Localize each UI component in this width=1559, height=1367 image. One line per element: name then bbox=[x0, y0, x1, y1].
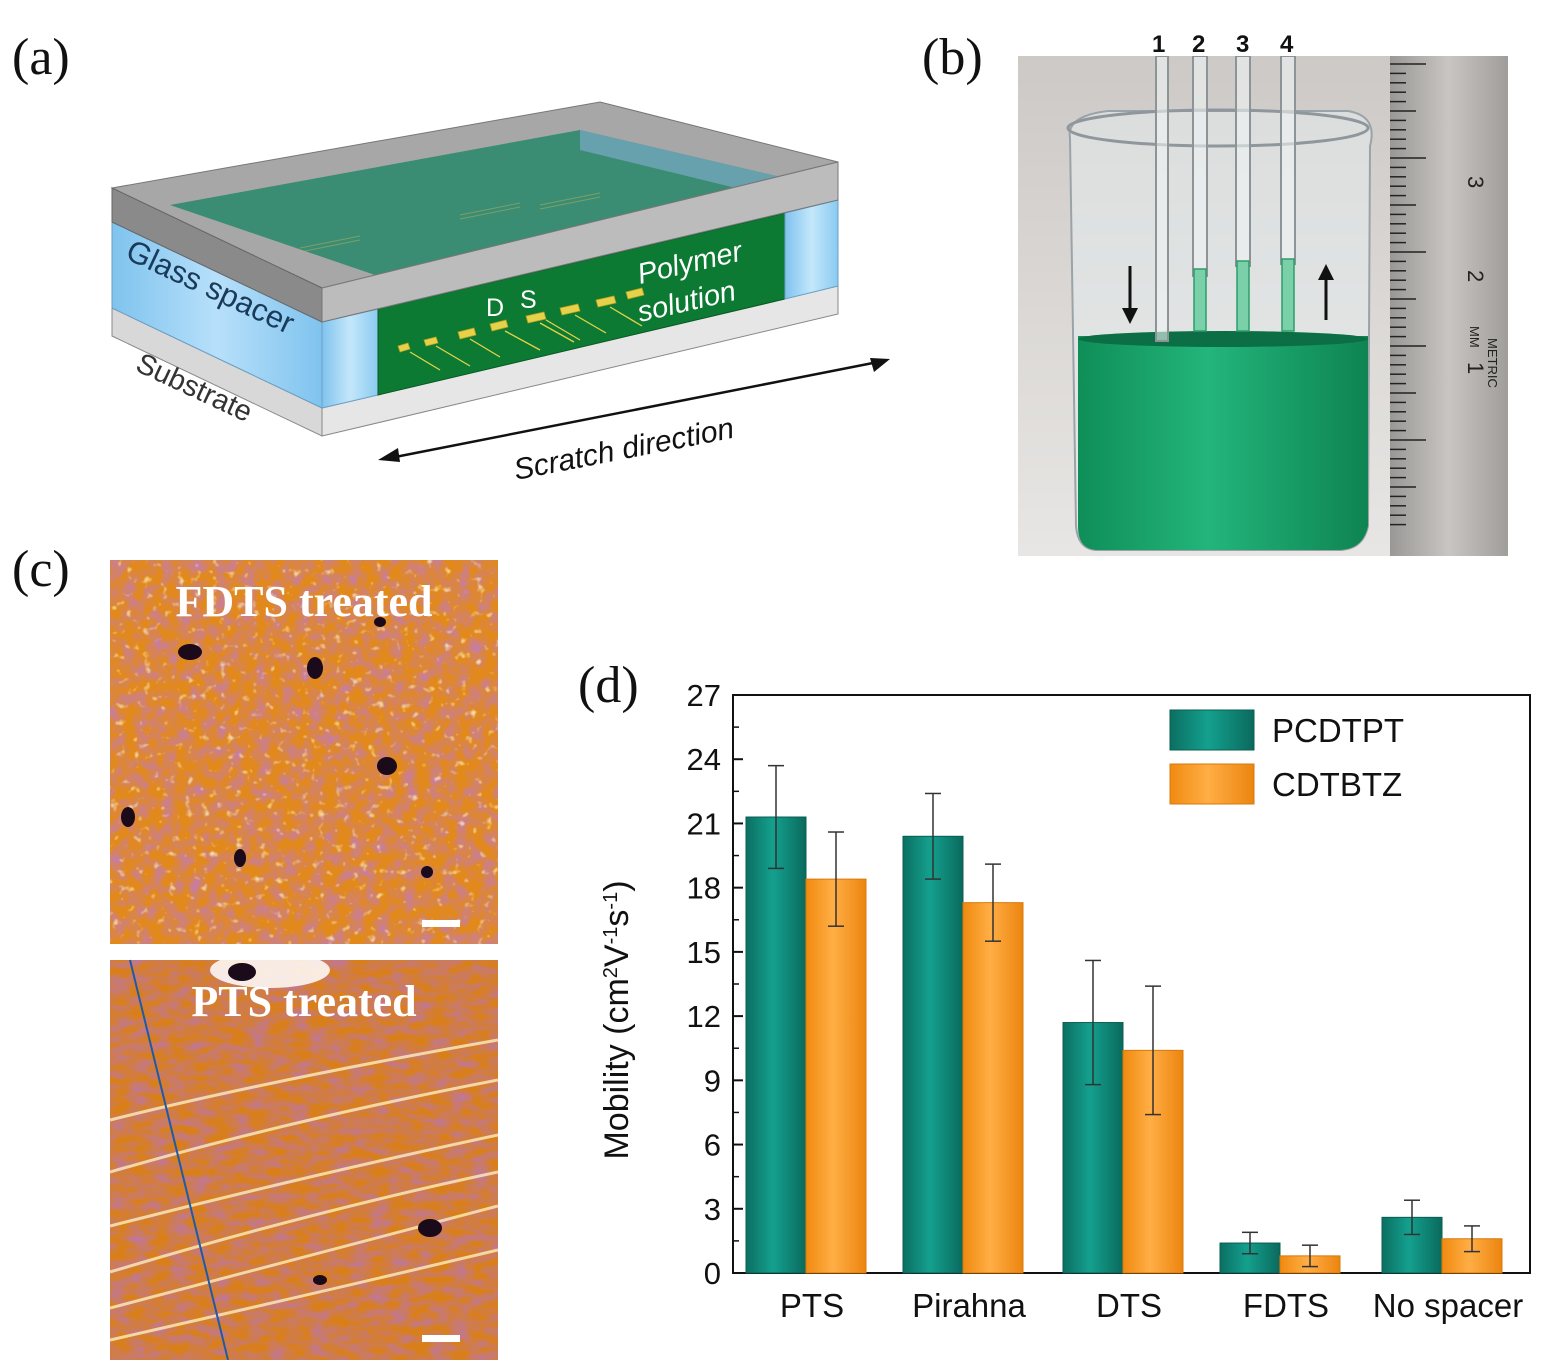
tube-number-4: 4 bbox=[1280, 31, 1294, 58]
panel-a-label: (a) bbox=[12, 29, 70, 86]
green-solution bbox=[1078, 336, 1368, 550]
y-tick-label: 21 bbox=[687, 806, 721, 841]
y-tick-label: 12 bbox=[687, 999, 721, 1034]
ruler-label-1: 1 bbox=[1463, 362, 1488, 374]
legend-swatch-cdtbtz bbox=[1169, 763, 1255, 805]
x-tick-label: Pirahna bbox=[912, 1287, 1026, 1324]
y-axis-label: Mobility (cm2V-1s-1) bbox=[598, 880, 636, 1159]
up-arrow-icon bbox=[1318, 264, 1334, 320]
y-tick-label: 27 bbox=[687, 678, 721, 713]
capillary-tubes bbox=[1155, 56, 1296, 342]
metric-ruler bbox=[1390, 56, 1508, 556]
panel-d-label: (d) bbox=[578, 657, 639, 714]
ylabel-base: Mobility (cm bbox=[598, 978, 636, 1159]
glass-spacer-right-a bbox=[321, 308, 379, 409]
tube-number-row: 1 2 3 4 bbox=[1152, 31, 1294, 58]
afm-image-pts: PTS treated bbox=[110, 952, 498, 1360]
frame-right-lip bbox=[321, 161, 839, 323]
ruler-mm-label: MM bbox=[1467, 326, 1482, 348]
ylabel-sup1: 2 bbox=[600, 967, 622, 978]
ruler-label-3: 3 bbox=[1463, 176, 1488, 188]
pts-caption: PTS treated bbox=[191, 977, 416, 1026]
panel-d-chart: (d) Mobility (cm2V-1s-1) 036912151821242… bbox=[578, 657, 1531, 1324]
scratch-arrow bbox=[389, 360, 879, 460]
tube-number-1: 1 bbox=[1152, 31, 1165, 58]
tube-number-3: 3 bbox=[1236, 31, 1249, 58]
bar-cdtbtz-pirahna bbox=[962, 902, 1024, 1274]
scale-bar-top bbox=[422, 920, 460, 927]
beaker-rim bbox=[1066, 108, 1370, 148]
ylabel-mid1: V bbox=[598, 944, 636, 967]
x-tick-label: No spacer bbox=[1373, 1287, 1523, 1324]
x-tick-label: DTS bbox=[1096, 1287, 1162, 1324]
ylabel-sup2: -1 bbox=[600, 927, 622, 945]
scratch-arrowhead-left bbox=[378, 448, 400, 462]
source-drain-electrodes bbox=[397, 287, 645, 371]
tube-number-2: 2 bbox=[1192, 31, 1205, 58]
scratch-arrowhead-right bbox=[870, 358, 890, 372]
ruler-tick-marks bbox=[1390, 63, 1426, 526]
ruler-metric-label: METRIC bbox=[1485, 338, 1500, 388]
y-tick-label: 3 bbox=[704, 1192, 721, 1227]
y-tick-label: 18 bbox=[687, 871, 721, 906]
glass-spacer-right-b bbox=[784, 199, 839, 300]
channel-back-wall bbox=[580, 130, 785, 200]
y-tick-label: 0 bbox=[704, 1256, 721, 1291]
drain-label: D bbox=[486, 294, 504, 322]
electrodes-faint bbox=[299, 192, 601, 253]
panel-b-label: (b) bbox=[922, 29, 983, 86]
source-label: S bbox=[520, 286, 537, 314]
bar-cdtbtz-pts bbox=[805, 878, 867, 1274]
panel-c-label: (c) bbox=[12, 541, 70, 598]
legend-label-cdtbtz: CDTBTZ bbox=[1272, 766, 1402, 803]
y-tick-label: 6 bbox=[704, 1128, 721, 1163]
scale-bar-bottom bbox=[422, 1335, 460, 1342]
y-tick-label: 15 bbox=[687, 935, 721, 970]
down-arrow-icon bbox=[1122, 266, 1138, 324]
fdts-caption: FDTS treated bbox=[175, 577, 432, 626]
solution-surface bbox=[1078, 331, 1368, 347]
svg-text:Mobility (cm2V-1s-1): Mobility (cm2V-1s-1) bbox=[598, 880, 636, 1159]
bar-pcdtpt-pirahna bbox=[902, 835, 964, 1274]
ylabel-sup3: -1 bbox=[600, 892, 622, 910]
scratch-direction-label: Scratch direction bbox=[511, 412, 737, 487]
ylabel-mid2: s bbox=[598, 910, 636, 927]
x-tick-label: PTS bbox=[780, 1287, 844, 1324]
bar-pcdtpt-pts bbox=[745, 816, 807, 1274]
ruler-label-2: 2 bbox=[1463, 270, 1488, 282]
y-tick-label: 24 bbox=[687, 742, 721, 777]
legend-label-pcdtpt: PCDTPT bbox=[1272, 712, 1404, 749]
panel-c-afm: FDTS treated PTS treated bbox=[110, 560, 498, 1360]
tube-liquid bbox=[1193, 258, 1295, 332]
y-tick-label: 9 bbox=[704, 1063, 721, 1098]
x-tick-label: FDTS bbox=[1243, 1287, 1329, 1324]
panel-a-schematic: Glass spacer Substrate D S Polymer solut… bbox=[110, 101, 890, 487]
afm-image-fdts: FDTS treated bbox=[110, 560, 498, 944]
channel-top bbox=[170, 130, 785, 276]
afm-scan-line bbox=[129, 959, 229, 1360]
legend-swatch-pcdtpt bbox=[1169, 709, 1255, 751]
panel-b-photo: 3 2 1 MM METRIC bbox=[1018, 56, 1508, 556]
ylabel-end: ) bbox=[598, 880, 636, 891]
